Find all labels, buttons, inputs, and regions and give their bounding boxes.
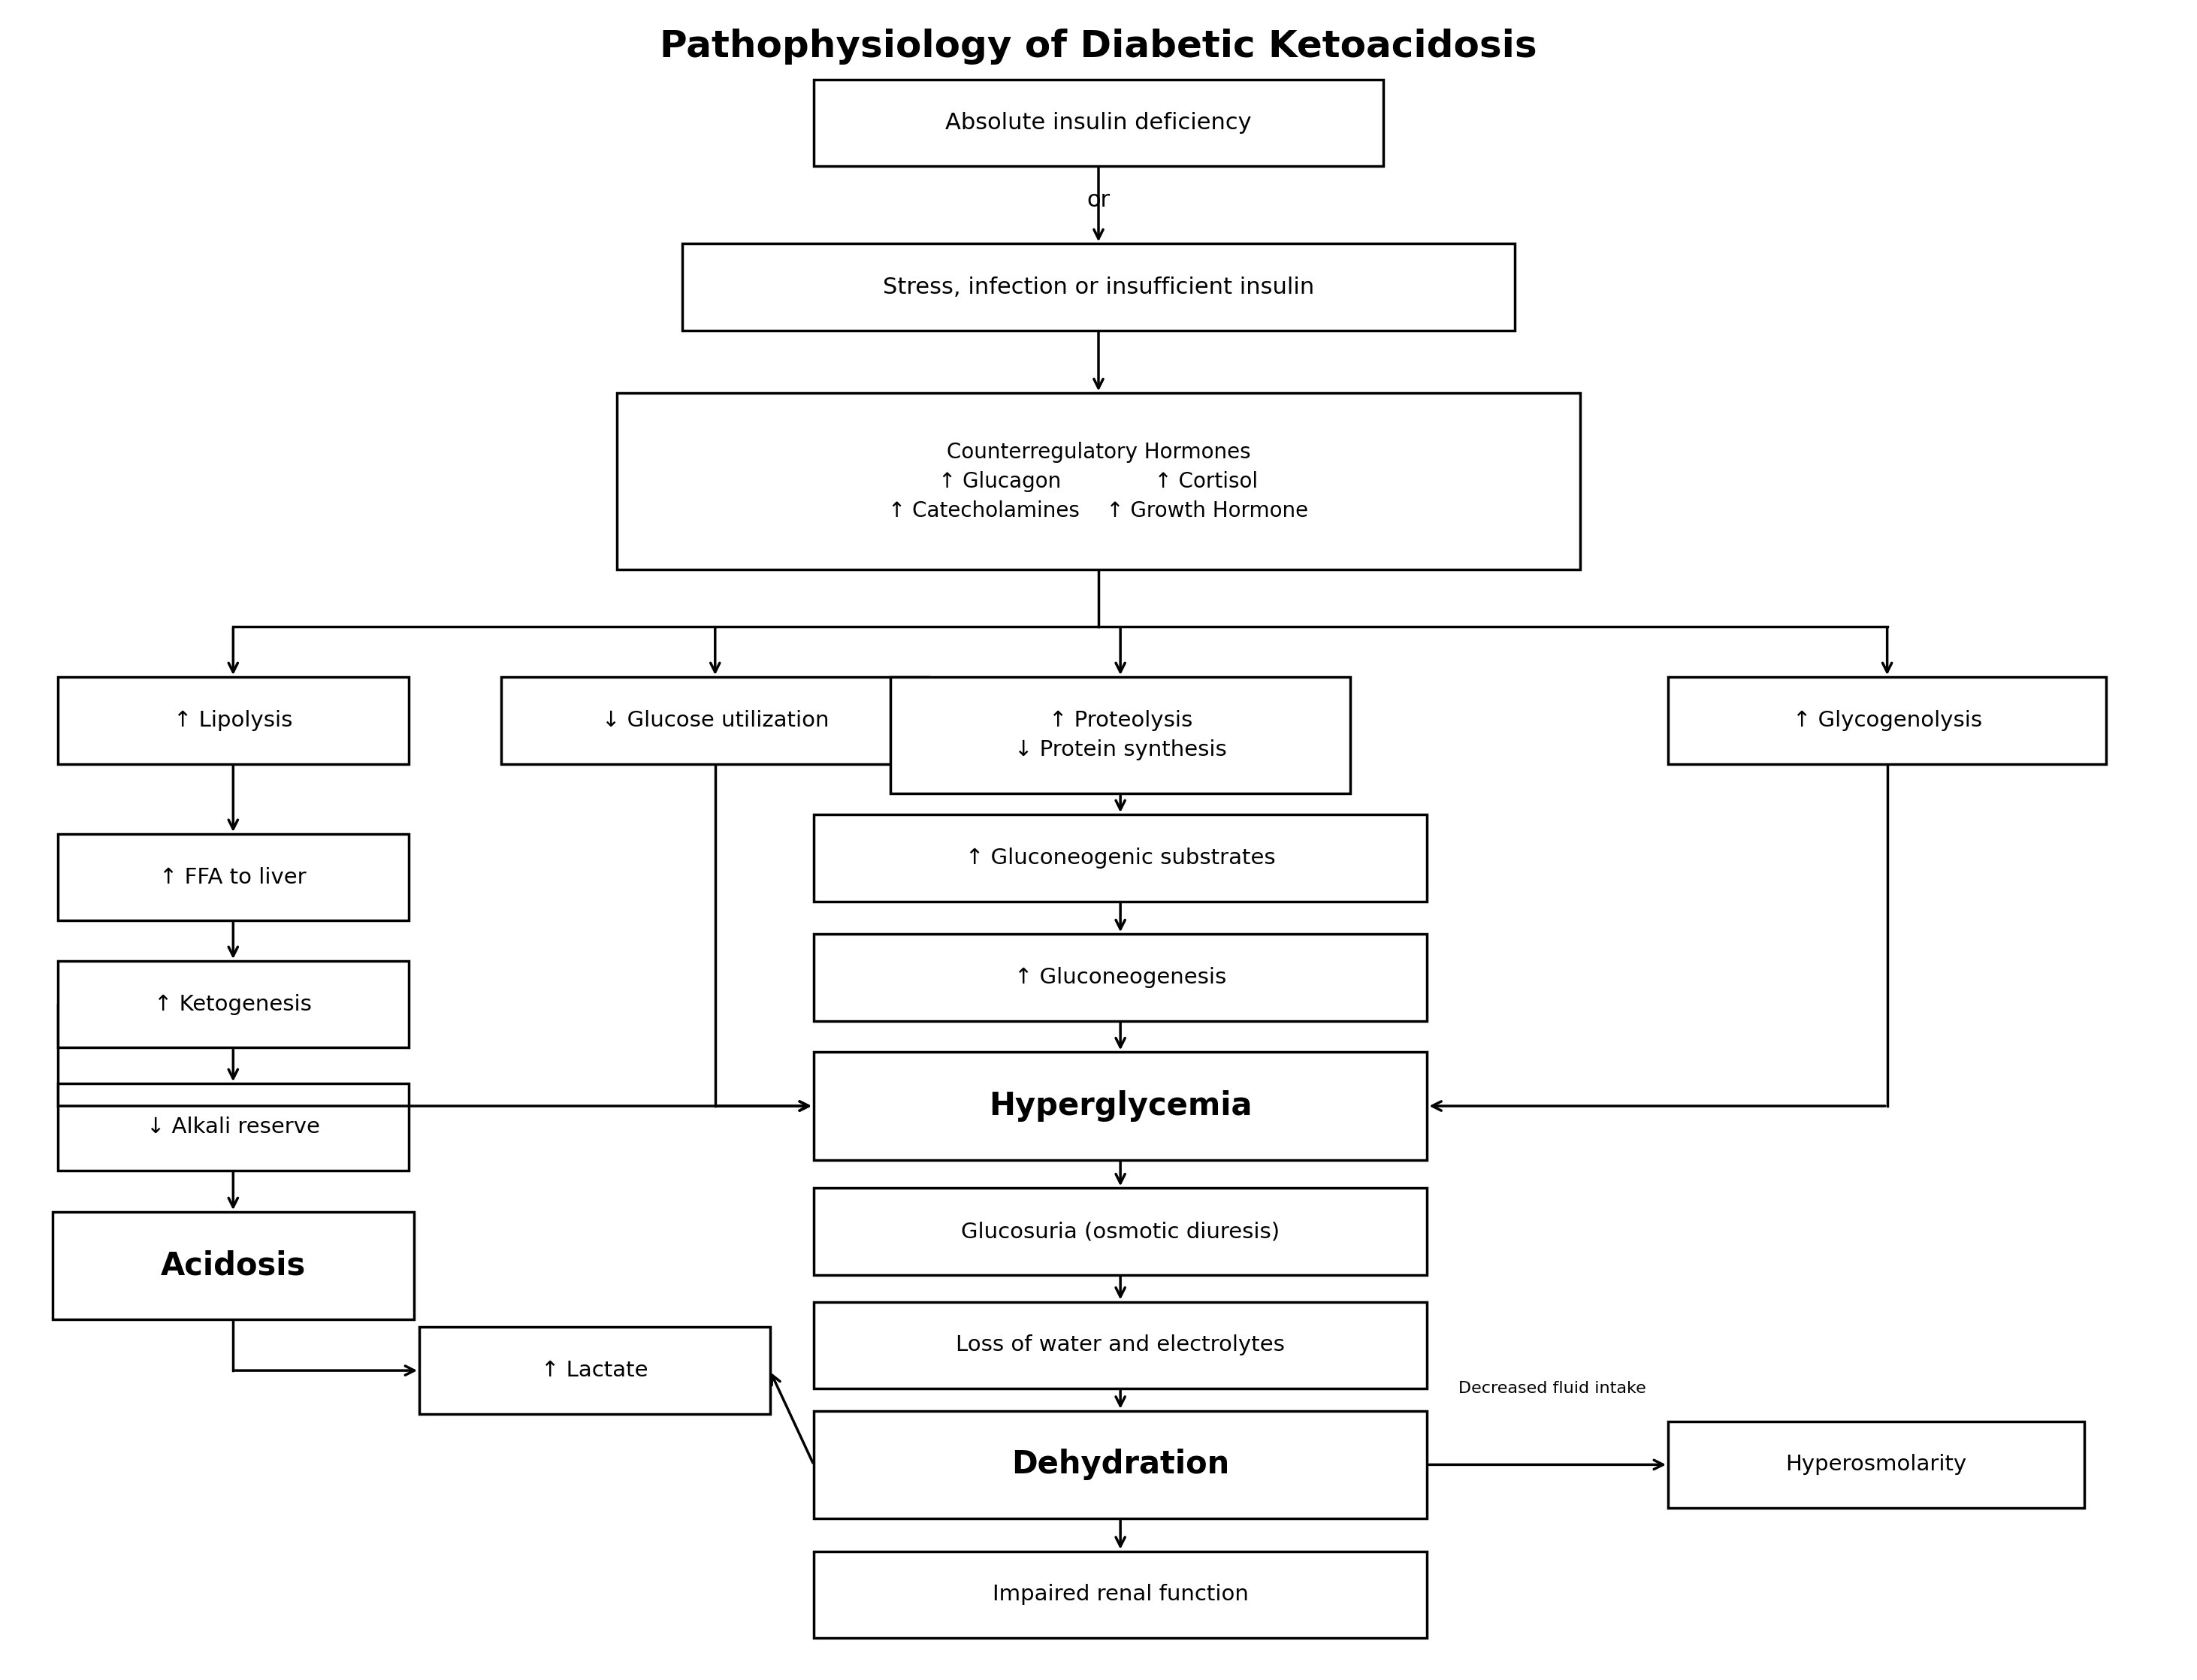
Text: Pathophysiology of Diabetic Ketoacidosis: Pathophysiology of Diabetic Ketoacidosis xyxy=(659,29,1538,64)
FancyBboxPatch shape xyxy=(813,934,1428,1021)
Text: ↑ Lactate: ↑ Lactate xyxy=(540,1361,648,1381)
Text: Loss of water and electrolytes: Loss of water and electrolytes xyxy=(956,1334,1285,1356)
Text: ↑ Lipolysis: ↑ Lipolysis xyxy=(174,711,292,731)
FancyBboxPatch shape xyxy=(813,815,1428,900)
FancyBboxPatch shape xyxy=(1668,1421,2085,1509)
FancyBboxPatch shape xyxy=(813,79,1384,166)
FancyBboxPatch shape xyxy=(813,1302,1428,1388)
FancyBboxPatch shape xyxy=(617,393,1580,570)
Text: Stress, infection or insufficient insulin: Stress, infection or insufficient insuli… xyxy=(883,276,1314,297)
FancyBboxPatch shape xyxy=(501,677,929,764)
Text: Acidosis: Acidosis xyxy=(160,1250,305,1282)
FancyBboxPatch shape xyxy=(813,1411,1428,1519)
FancyBboxPatch shape xyxy=(53,1211,413,1320)
Text: ↓ Glucose utilization: ↓ Glucose utilization xyxy=(602,711,828,731)
Text: Hyperosmolarity: Hyperosmolarity xyxy=(1786,1455,1966,1475)
Text: Counterregulatory Hormones
↑ Glucagon              ↑ Cortisol
↑ Catecholamines  : Counterregulatory Hormones ↑ Glucagon ↑ … xyxy=(888,442,1309,521)
FancyBboxPatch shape xyxy=(813,1052,1428,1159)
FancyBboxPatch shape xyxy=(57,677,409,764)
Text: ↑ Gluconeogenesis: ↑ Gluconeogenesis xyxy=(1015,968,1226,988)
FancyBboxPatch shape xyxy=(1668,677,2107,764)
FancyBboxPatch shape xyxy=(890,677,1351,793)
Text: Absolute insulin deficiency: Absolute insulin deficiency xyxy=(945,113,1252,134)
FancyBboxPatch shape xyxy=(57,1084,409,1171)
Text: Decreased fluid intake: Decreased fluid intake xyxy=(1459,1381,1646,1396)
Text: ↑ Gluconeogenic substrates: ↑ Gluconeogenic substrates xyxy=(964,847,1276,869)
Text: Impaired renal function: Impaired renal function xyxy=(993,1584,1248,1604)
Text: ↑ FFA to liver: ↑ FFA to liver xyxy=(160,867,308,887)
Text: ↓ Alkali reserve: ↓ Alkali reserve xyxy=(147,1117,321,1137)
Text: Hyperglycemia: Hyperglycemia xyxy=(989,1090,1252,1122)
FancyBboxPatch shape xyxy=(683,244,1514,331)
Text: Dehydration: Dehydration xyxy=(1011,1448,1230,1480)
FancyBboxPatch shape xyxy=(57,961,409,1048)
Text: Glucosuria (osmotic diuresis): Glucosuria (osmotic diuresis) xyxy=(960,1221,1279,1242)
FancyBboxPatch shape xyxy=(813,1551,1428,1638)
FancyBboxPatch shape xyxy=(813,1188,1428,1275)
FancyBboxPatch shape xyxy=(420,1327,769,1415)
Text: ↑ Ketogenesis: ↑ Ketogenesis xyxy=(154,995,312,1015)
Text: ↑ Glycogenolysis: ↑ Glycogenolysis xyxy=(1793,711,1982,731)
Text: ↑ Proteolysis
↓ Protein synthesis: ↑ Proteolysis ↓ Protein synthesis xyxy=(1015,711,1226,761)
Text: or: or xyxy=(1088,190,1109,212)
FancyBboxPatch shape xyxy=(57,833,409,921)
